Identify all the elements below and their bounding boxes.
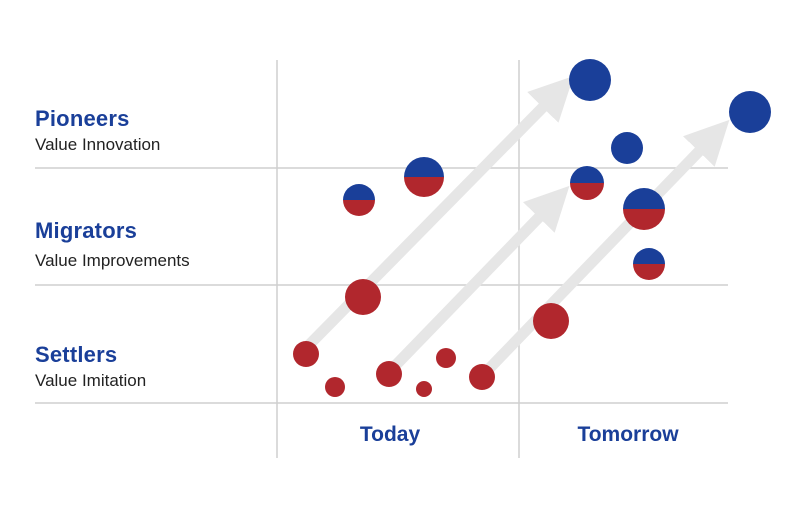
circle-red [416, 381, 432, 397]
row-title-settlers: Settlers [35, 342, 118, 367]
circle-red [293, 341, 319, 367]
row-title-pioneers: Pioneers [35, 106, 130, 131]
circle-split [343, 184, 375, 216]
arrow-1 [304, 76, 574, 350]
circle-red [345, 279, 381, 315]
circle-red [376, 361, 402, 387]
circle-blue [611, 132, 643, 164]
circle-red [325, 377, 345, 397]
circle-split [633, 248, 665, 280]
circles [293, 59, 771, 397]
arrow-3 [480, 119, 730, 378]
circle-blue [729, 91, 771, 133]
row-subtitle-settlers: Value Imitation [35, 371, 147, 390]
column-label-today: Today [359, 423, 421, 446]
circle-red [436, 348, 456, 368]
circle-split [623, 188, 665, 230]
arrows [304, 76, 730, 378]
column-label-tomorrow: Tomorrow [577, 423, 679, 446]
circle-blue [569, 59, 611, 101]
row-subtitle-migrators: Value Improvements [35, 251, 190, 270]
circle-split [404, 157, 444, 197]
circle-red [469, 364, 495, 390]
circle-red [533, 303, 569, 339]
row-subtitle-pioneers: Value Innovation [35, 135, 161, 154]
arrow-2 [389, 185, 570, 372]
row-title-migrators: Migrators [35, 218, 138, 243]
circle-split [570, 166, 604, 200]
